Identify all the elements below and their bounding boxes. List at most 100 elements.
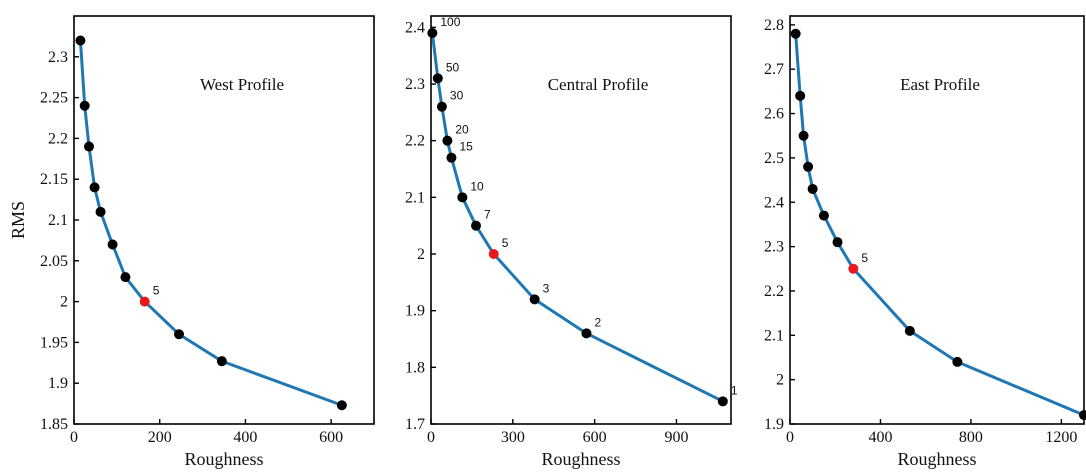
data-point [581, 328, 592, 339]
y-tick-label: 2.1 [48, 212, 68, 229]
data-point [75, 35, 86, 46]
point-label: 1 [731, 383, 738, 397]
highlight-point [139, 296, 150, 307]
data-point [79, 100, 90, 111]
point-label: 10 [470, 179, 484, 193]
data-point [798, 130, 809, 141]
x-axis-label: Roughness [541, 449, 620, 469]
x-tick-label: 800 [959, 429, 983, 446]
y-tick-label: 1.95 [40, 334, 68, 351]
point-label: 7 [484, 208, 491, 222]
x-tick-label: 300 [501, 429, 525, 446]
y-tick-label: 2.2 [764, 283, 784, 300]
x-tick-label: 1200 [1045, 429, 1077, 446]
y-tick-label: 1.8 [405, 359, 425, 376]
point-label: 100 [440, 15, 460, 29]
y-tick-label: 2.8 [764, 17, 784, 34]
y-tick-label: 2.7 [764, 61, 784, 78]
y-tick-label: 2.2 [48, 130, 68, 147]
data-point [457, 192, 468, 203]
y-tick-label: 1.7 [405, 416, 425, 433]
y-tick-label: 2.3 [48, 49, 68, 66]
y-tick-label: 1.9 [48, 375, 68, 392]
point-label: 20 [455, 123, 469, 137]
x-tick-label: 0 [427, 429, 435, 446]
data-point [336, 400, 347, 411]
data-point [216, 356, 227, 367]
y-tick-label: 2 [776, 372, 784, 389]
data-point [107, 239, 118, 250]
y-tick-label: 2.2 [405, 133, 425, 150]
y-tick-label: 1.9 [764, 416, 784, 433]
x-tick-label: 900 [664, 429, 688, 446]
y-tick-label: 2.6 [764, 106, 784, 123]
data-point [795, 90, 806, 101]
point-label: 30 [450, 89, 464, 103]
data-point [471, 220, 481, 231]
data-point [84, 141, 94, 152]
point-label: 50 [446, 60, 460, 74]
y-tick-label: 2.4 [764, 194, 784, 211]
y-tick-label: 1.85 [40, 416, 68, 433]
data-point [807, 183, 818, 194]
data-point [89, 182, 100, 193]
data-point [95, 206, 106, 217]
x-tick-label: 600 [319, 429, 343, 446]
y-axis-label: RMS [8, 201, 28, 239]
highlight-point [488, 249, 499, 259]
data-point [120, 272, 131, 283]
y-tick-label: 2 [60, 294, 68, 311]
y-tick-label: 2.5 [764, 150, 784, 167]
data-point [832, 237, 843, 248]
y-tick-label: 2 [417, 246, 425, 263]
y-tick-label: 2.3 [405, 76, 425, 93]
x-tick-label: 0 [786, 429, 794, 446]
data-point [442, 135, 453, 146]
data-point [529, 294, 540, 305]
y-tick-label: 2.3 [764, 239, 784, 256]
y-tick-label: 2.1 [764, 327, 784, 344]
y-tick-label: 2.1 [405, 189, 425, 206]
panel-3: 0 400 800 1200 1.9 2 2.1 2.2 2.3 2.4 2.5 2.6 2.7 2.8 R… [764, 15, 1086, 469]
x-axis-label: Roughness [897, 449, 976, 469]
panel-1: 0 200 400 600 1.85 1.9 1.95 2 2.05 2.1 2.15 2.2 2.25… [8, 15, 375, 469]
data-point [717, 396, 728, 407]
plot-frame [789, 15, 1085, 425]
series-line [78, 38, 344, 407]
plot-frame [430, 15, 732, 425]
data-point [432, 73, 443, 84]
x-axis-label: Roughness [184, 449, 263, 469]
data-point [952, 356, 963, 367]
y-tick-label: 2.15 [40, 171, 68, 188]
y-tick-label: 2.25 [40, 90, 68, 107]
point-label: 3 [543, 281, 550, 295]
x-tick-label: 0 [70, 429, 78, 446]
x-tick-label: 200 [148, 429, 172, 446]
x-tick-label: 400 [868, 429, 892, 446]
y-tick-label: 1.9 [405, 303, 425, 320]
data-point [446, 152, 457, 163]
panel-title: Central Profile [548, 75, 649, 94]
point-label: 2 [594, 315, 601, 329]
panel-2: 0 300 600 900 1.7 1.8 1.9 2 2.1 2.2 2.3 2.4 Roughnes… [405, 15, 738, 469]
x-tick-label: 600 [583, 429, 607, 446]
data-point [1079, 410, 1086, 421]
data-point [818, 210, 829, 221]
point-label: 5 [153, 284, 160, 298]
data-point [436, 101, 447, 112]
highlight-point [848, 263, 859, 274]
data-point [803, 161, 814, 172]
data-point [427, 28, 438, 38]
panel-title: West Profile [200, 75, 284, 94]
point-label: 5 [861, 251, 868, 265]
y-tick-label: 2.4 [405, 19, 425, 36]
data-point [904, 325, 915, 336]
x-tick-label: 400 [233, 429, 257, 446]
y-tick-label: 2.05 [40, 253, 68, 270]
data-point [790, 28, 801, 39]
point-label: 5 [502, 236, 509, 250]
panel-title: East Profile [900, 75, 980, 94]
point-label: 15 [459, 140, 473, 154]
data-point [174, 329, 184, 340]
